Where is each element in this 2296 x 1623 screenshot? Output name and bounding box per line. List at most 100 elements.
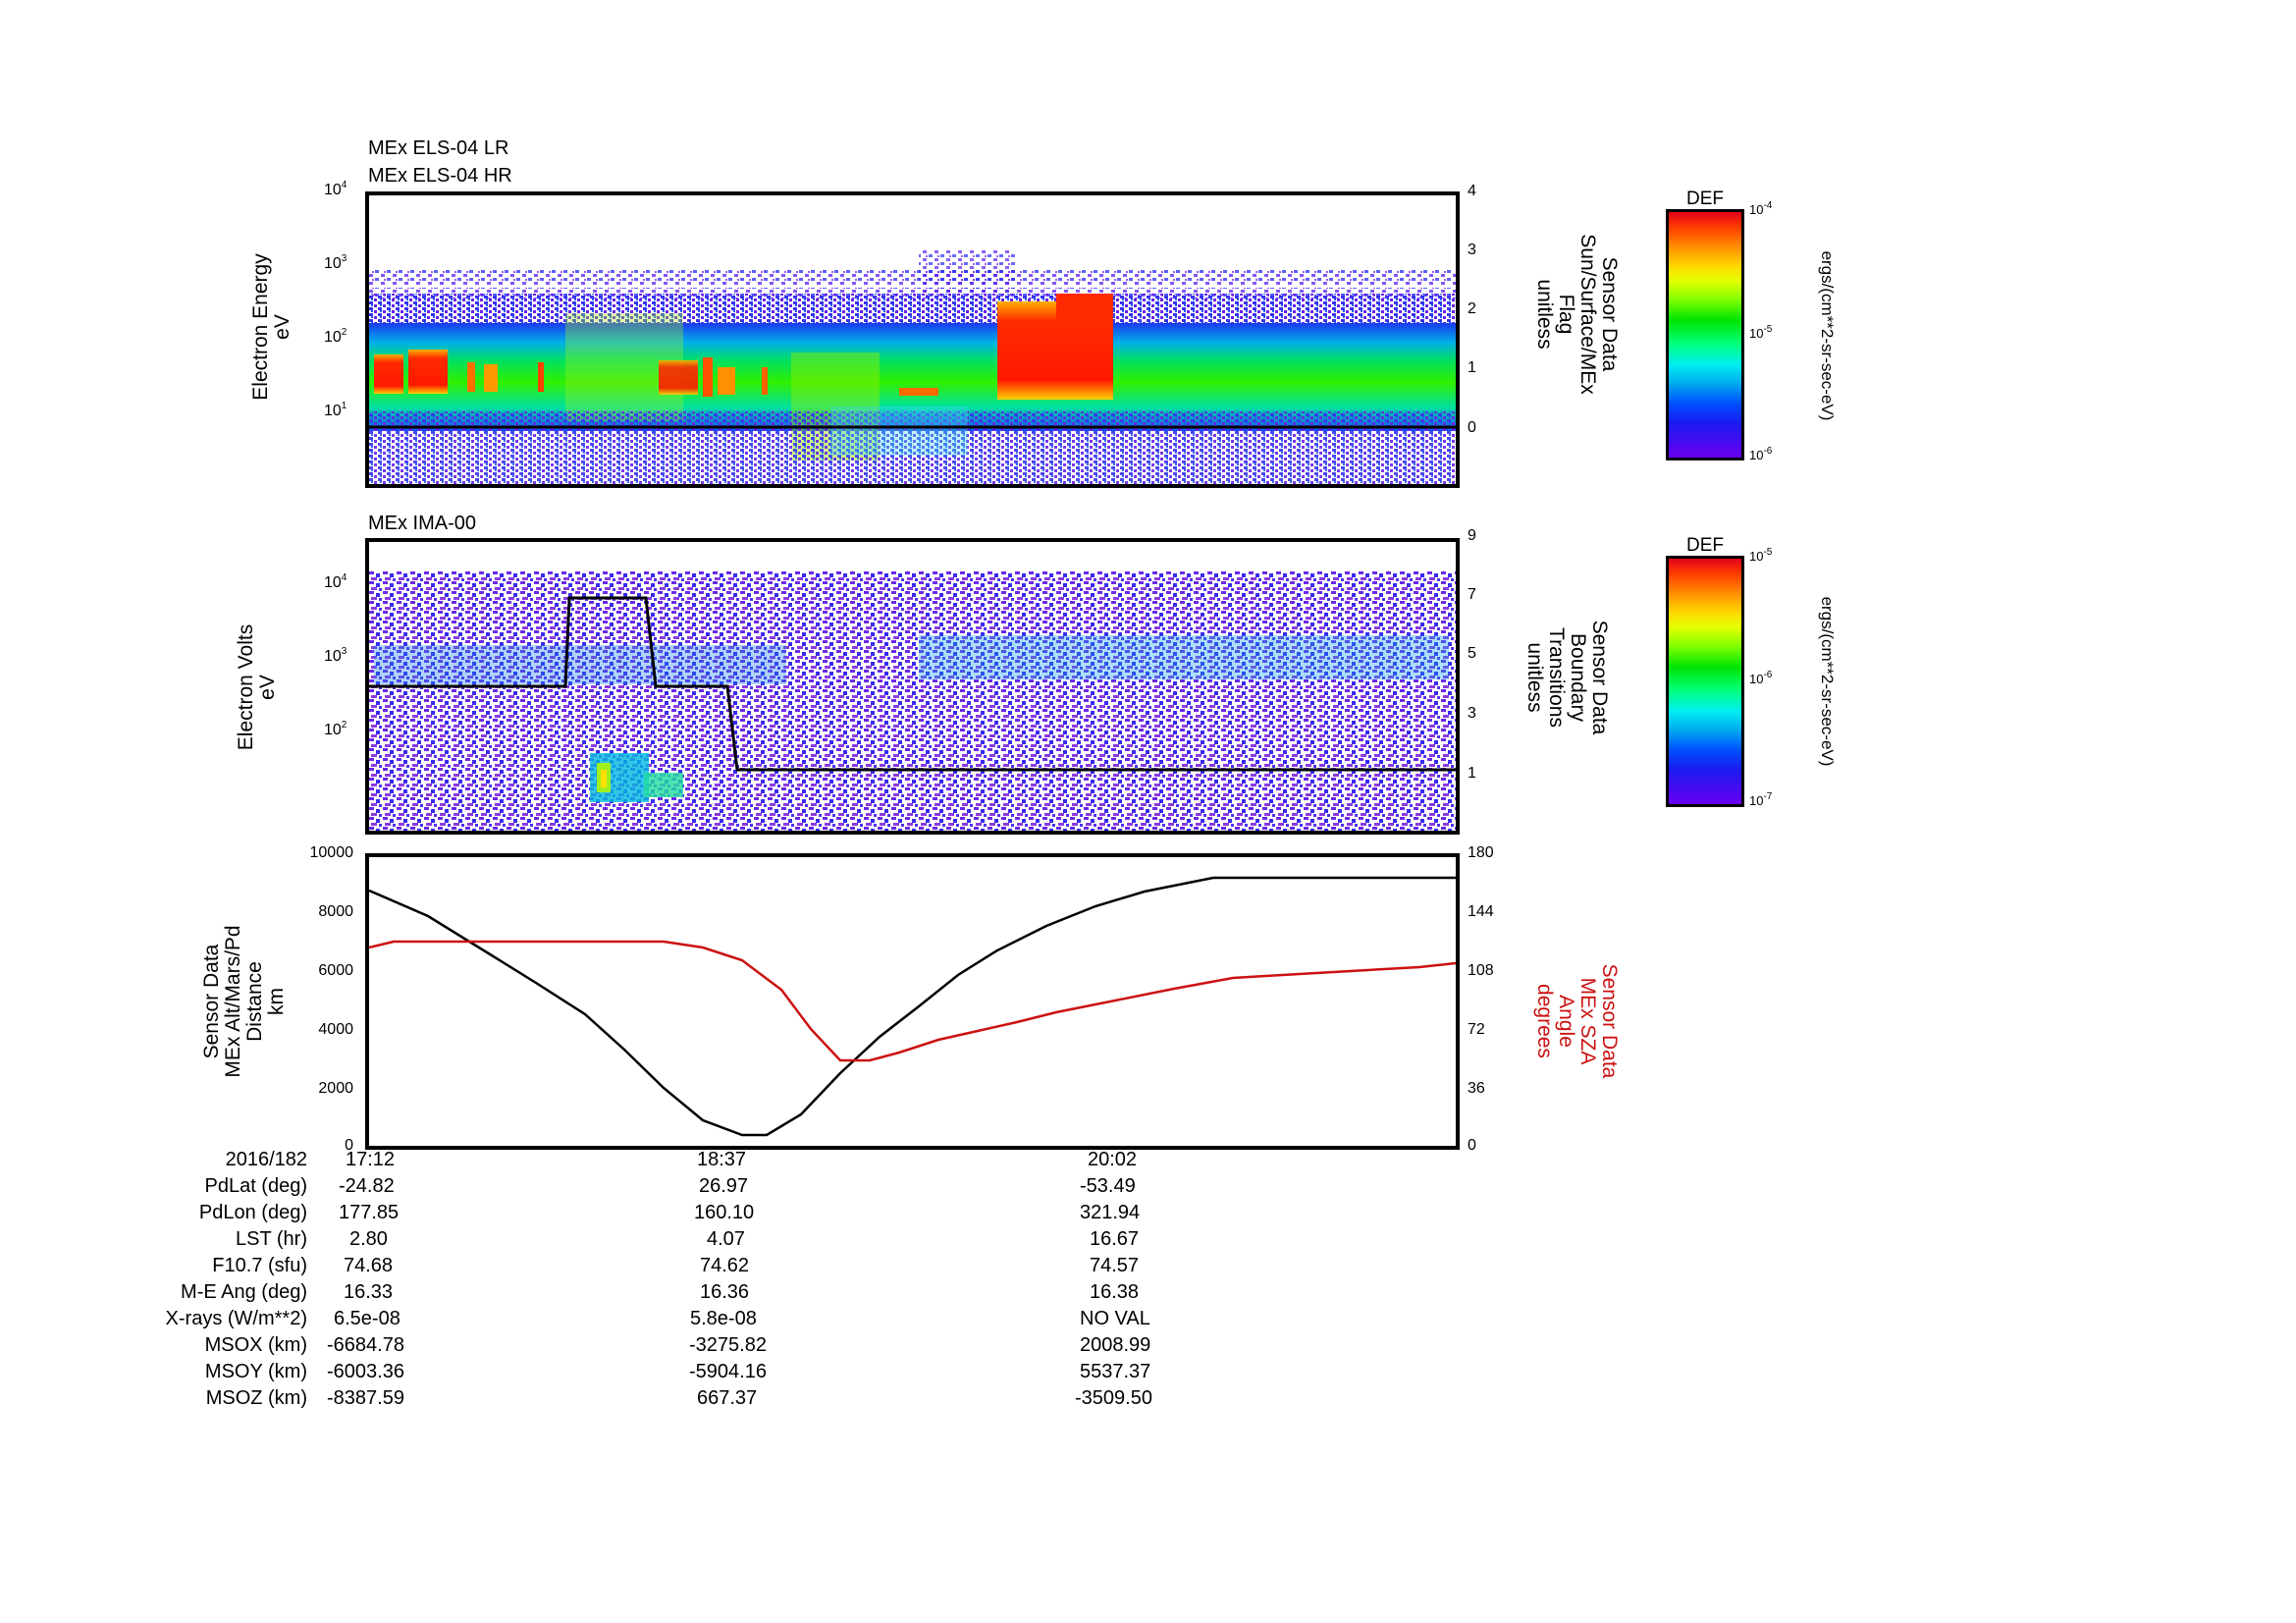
row-value: 5537.37	[1080, 1361, 1151, 1382]
ima-spectrogram[interactable]	[365, 538, 1460, 835]
row-value: 4.07	[707, 1228, 745, 1250]
row-label: LST (hr)	[236, 1228, 307, 1250]
els-spectrogram-image	[369, 249, 1456, 484]
ima-title: MEx IMA-00	[368, 513, 477, 534]
els-ylabel-right-line1: Sensor Data	[1598, 256, 1621, 372]
els-ytick-1e3: 103	[324, 253, 347, 272]
row-value: 6.5e-08	[334, 1308, 400, 1329]
ima-right-tick-7: 7	[1468, 586, 1476, 603]
els-cbar-max: 10-4	[1749, 200, 1773, 217]
els-ytick-1e1: 101	[324, 401, 347, 419]
orbit-lines	[369, 876, 1456, 1137]
orbit-ylabel-left-line1: Sensor Data	[200, 944, 223, 1059]
ima-colorbar-unit: ergs/(cm**2-sr-sec-eV)	[1818, 596, 1837, 767]
orbit-ylabel-right-line4: degrees	[1533, 984, 1556, 1058]
row-value: -3509.50	[1075, 1387, 1152, 1409]
ima-ytick-1e4: 104	[324, 572, 347, 591]
ima-ylabel-left: Electron Volts eV	[235, 579, 285, 795]
els-ylabel-left: Electron Energy eV	[249, 189, 299, 464]
ima-right-tick-3: 3	[1468, 705, 1476, 722]
row-value: 667.37	[697, 1387, 758, 1409]
orbit-right-tick-180: 180	[1468, 844, 1494, 861]
ima-ytick-1e2: 102	[324, 720, 347, 738]
els-ylabel-left-line1: Electron Energy	[249, 253, 272, 401]
els-right-tick-3: 3	[1468, 242, 1476, 258]
row-value: 16.38	[1090, 1281, 1140, 1303]
els-right-tick-4: 4	[1468, 183, 1476, 199]
els-colorbar-title: DEF	[1686, 189, 1724, 209]
row-value: 26.97	[699, 1175, 749, 1197]
ima-ylabel-left-line2: eV	[256, 675, 279, 700]
row-value: NO VAL	[1080, 1308, 1150, 1329]
orbit-ylabel-left-line2: MEx Alt/Mars/Pd	[222, 925, 244, 1078]
els-right-tick-1: 1	[1468, 359, 1476, 376]
table-date: 2016/182	[225, 1149, 307, 1170]
els-right-tick-2: 2	[1468, 300, 1476, 317]
els-spectrogram[interactable]	[365, 191, 1460, 488]
row-label: M-E Ang (deg)	[181, 1281, 307, 1303]
orbit-right-tick-144: 144	[1468, 903, 1494, 920]
ima-right-tick-9: 9	[1468, 527, 1476, 544]
row-value: -53.49	[1080, 1175, 1136, 1197]
row-value: 2008.99	[1080, 1334, 1151, 1356]
row-value: -24.82	[339, 1175, 395, 1197]
orbit-ylabel-right-line1: Sensor Data	[1598, 963, 1621, 1079]
row-label: MSOY (km)	[204, 1361, 307, 1382]
els-ytick-1e4: 104	[324, 180, 347, 198]
row-value: -6684.78	[327, 1334, 404, 1356]
els-ytick-1e2: 102	[324, 327, 347, 346]
ima-colorbar	[1666, 556, 1744, 807]
orbit-right-tick-36: 36	[1468, 1080, 1485, 1097]
ima-cbar-max: 10-5	[1749, 547, 1773, 564]
orbit-ylabel-right-line2: MEx SZA	[1576, 977, 1599, 1065]
ima-ylabel-left-line1: Electron Volts	[235, 623, 257, 751]
orbit-right-tick-72: 72	[1468, 1021, 1485, 1038]
ima-ylabel-right-line3: Transitions	[1545, 627, 1568, 728]
orbit-right-tick-108: 108	[1468, 962, 1494, 979]
orbit-ytick-2000: 2000	[318, 1080, 353, 1097]
els-cbar-mid: 10-5	[1749, 324, 1773, 341]
table-time-1: 17:12	[346, 1149, 396, 1170]
row-label: MSOZ (km)	[205, 1387, 307, 1409]
row-value: -5904.16	[689, 1361, 767, 1382]
row-label: PdLon (deg)	[198, 1202, 307, 1223]
ima-cbar-mid: 10-6	[1749, 670, 1773, 686]
orbit-ytick-0: 0	[345, 1137, 353, 1154]
row-value: 74.68	[344, 1255, 394, 1276]
row-value: -3275.82	[689, 1334, 767, 1356]
row-value: 321.94	[1080, 1202, 1141, 1223]
els-ylabel-right-line3: Flag	[1555, 294, 1577, 335]
els-colorbar-unit: ergs/(cm**2-sr-sec-eV)	[1818, 250, 1837, 421]
els-colorbar	[1666, 209, 1744, 460]
els-ylabel-right-line4: unitless	[1533, 279, 1556, 350]
ima-right-tick-5: 5	[1468, 645, 1476, 662]
ima-cbar-min: 10-7	[1749, 791, 1773, 808]
orbit-ytick-8000: 8000	[318, 903, 353, 920]
row-label: PdLat (deg)	[204, 1175, 307, 1197]
row-value: -6003.36	[327, 1361, 404, 1382]
orbit-ytick-10000: 10000	[309, 844, 354, 861]
ima-ylabel-right-line4: unitless	[1523, 642, 1546, 713]
row-value: 74.57	[1090, 1255, 1140, 1276]
row-value: 177.85	[339, 1202, 400, 1223]
ima-ytick-1e3: 103	[324, 646, 347, 665]
els-ylabel-right: Sensor Data Sun/Surface/MEx Flag unitles…	[1522, 196, 1621, 432]
row-value: 2.80	[349, 1228, 388, 1250]
ima-ylabel-right-line2: Boundary	[1567, 633, 1589, 722]
orbit-line-plot[interactable]	[365, 853, 1460, 1150]
row-label: F10.7 (sfu)	[212, 1255, 307, 1276]
els-ylabel-left-line2: eV	[271, 314, 294, 340]
row-label: X-rays (W/m**2)	[165, 1308, 307, 1329]
els-title-lr: MEx ELS-04 LR	[368, 137, 509, 159]
orbit-ylabel-right: Sensor Data MEx SZA Angle degrees	[1522, 923, 1621, 1119]
orbit-ylabel-left-line4: km	[265, 988, 288, 1015]
ephemeris-table: 2016/182 17:12 18:37 20:02 PdLat (deg) -…	[0, 1149, 1276, 1443]
row-value: 16.67	[1090, 1228, 1140, 1250]
els-cbar-min: 10-6	[1749, 446, 1773, 462]
els-right-tick-0: 0	[1468, 419, 1476, 436]
ima-colorbar-title: DEF	[1686, 535, 1724, 556]
table-time-2: 18:37	[697, 1149, 747, 1170]
orbit-ylabel-left: Sensor Data MEx Alt/Mars/Pd Distance km	[200, 903, 299, 1100]
row-value: 16.36	[700, 1281, 750, 1303]
row-value: 16.33	[344, 1281, 394, 1303]
